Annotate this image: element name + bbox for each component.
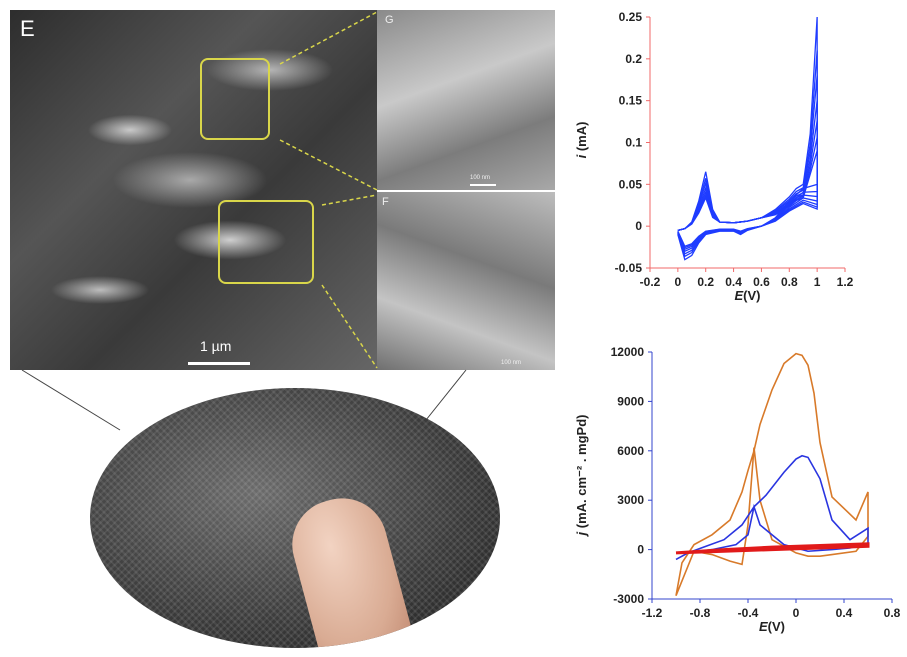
cv-cycle-line xyxy=(677,75,818,255)
y-axis-label: i (mA) xyxy=(574,122,589,159)
sem-inset-g: G 100 nm xyxy=(377,10,555,190)
y-tick-label: 0.2 xyxy=(625,52,642,66)
inset-g-scale-label: 100 nm xyxy=(470,175,491,181)
connector-g-bottom xyxy=(279,139,378,191)
cv-chart-top-svg: -0.2 0 0.2 0.4 0.6 0.8 1 1.2 -0.05 0 0.05 0.1 0.15 0.… xyxy=(574,10,854,303)
finger-photo xyxy=(282,488,413,648)
cv-series-line xyxy=(675,454,869,561)
cv-cycle-line xyxy=(677,50,818,258)
x-tick-label: 0 xyxy=(675,275,682,289)
x-tick-label: 0.6 xyxy=(753,275,770,289)
panel-label-e: E xyxy=(20,16,35,41)
y-tick-label: 3000 xyxy=(617,493,644,507)
x-tick-label: -0.4 xyxy=(738,606,759,620)
panel-label-g: G xyxy=(385,14,394,26)
zoom-box-lower xyxy=(218,200,314,284)
y-axis-label: j (mA. cm⁻² . mgPd) xyxy=(574,415,589,538)
y-tick-label: 0.15 xyxy=(619,94,643,108)
sem-inset-f: F 100 nm xyxy=(377,192,555,370)
x-tick-label: 0.4 xyxy=(725,275,742,289)
connector-f-bottom xyxy=(321,284,378,369)
cv-cycle-line xyxy=(677,16,818,261)
x-tick-label: 0.8 xyxy=(781,275,798,289)
x-tick-label: 0.2 xyxy=(697,275,714,289)
y-tick-label: -0.05 xyxy=(615,261,643,275)
x-tick-label: -0.2 xyxy=(640,275,661,289)
sem-scale-bar xyxy=(188,362,250,365)
x-tick-label: 0.8 xyxy=(884,606,901,620)
y-tick-label: 12000 xyxy=(611,345,645,359)
connector-fabric-left xyxy=(21,369,121,431)
cv-series-line xyxy=(675,352,869,597)
y-tick-label: 6000 xyxy=(617,444,644,458)
x-tick-label: -1.2 xyxy=(642,606,663,620)
y-tick-label: 0.1 xyxy=(625,136,642,150)
connector-f-top xyxy=(321,194,378,206)
connector-g-top xyxy=(279,11,378,65)
y-tick-label: 0.05 xyxy=(619,177,643,191)
cv-cycle-line xyxy=(677,150,818,248)
y-tick-label: 0.25 xyxy=(619,10,643,24)
x-axis-label: E(V) xyxy=(734,288,760,303)
cv-chart-top: -0.2 0 0.2 0.4 0.6 0.8 1 1.2 -0.05 0 0.05 0.1 0.15 0.… xyxy=(570,5,900,325)
cv-chart-bottom: -1.2 -0.8 -0.4 0 0.4 0.8 -3000 0 3000 6000 9000 120… xyxy=(570,335,907,652)
x-tick-label: 1.2 xyxy=(837,275,854,289)
y-tick-label: 9000 xyxy=(617,394,644,408)
sem-main-image: E 1 µm xyxy=(10,10,377,370)
x-tick-label: 1 xyxy=(814,275,821,289)
sem-scale-label: 1 µm xyxy=(200,338,232,354)
cv-series-line xyxy=(675,542,870,555)
x-axis-label: E(V) xyxy=(759,619,785,634)
carbon-fabric-photo xyxy=(90,388,500,648)
x-tick-label: 0.4 xyxy=(836,606,853,620)
cv-chart-bottom-svg: -1.2 -0.8 -0.4 0 0.4 0.8 -3000 0 3000 6000 9000 120… xyxy=(574,345,901,634)
x-tick-label: -0.8 xyxy=(690,606,711,620)
y-tick-label: -3000 xyxy=(613,592,644,606)
inset-g-scale-bar xyxy=(470,184,496,186)
panel-label-f: F xyxy=(382,196,389,208)
inset-f-scale-label: 100 nm xyxy=(501,360,522,366)
x-tick-label: 0 xyxy=(793,606,800,620)
zoom-box-upper xyxy=(200,58,270,140)
y-tick-label: 0 xyxy=(637,543,644,557)
y-tick-label: 0 xyxy=(635,219,642,233)
